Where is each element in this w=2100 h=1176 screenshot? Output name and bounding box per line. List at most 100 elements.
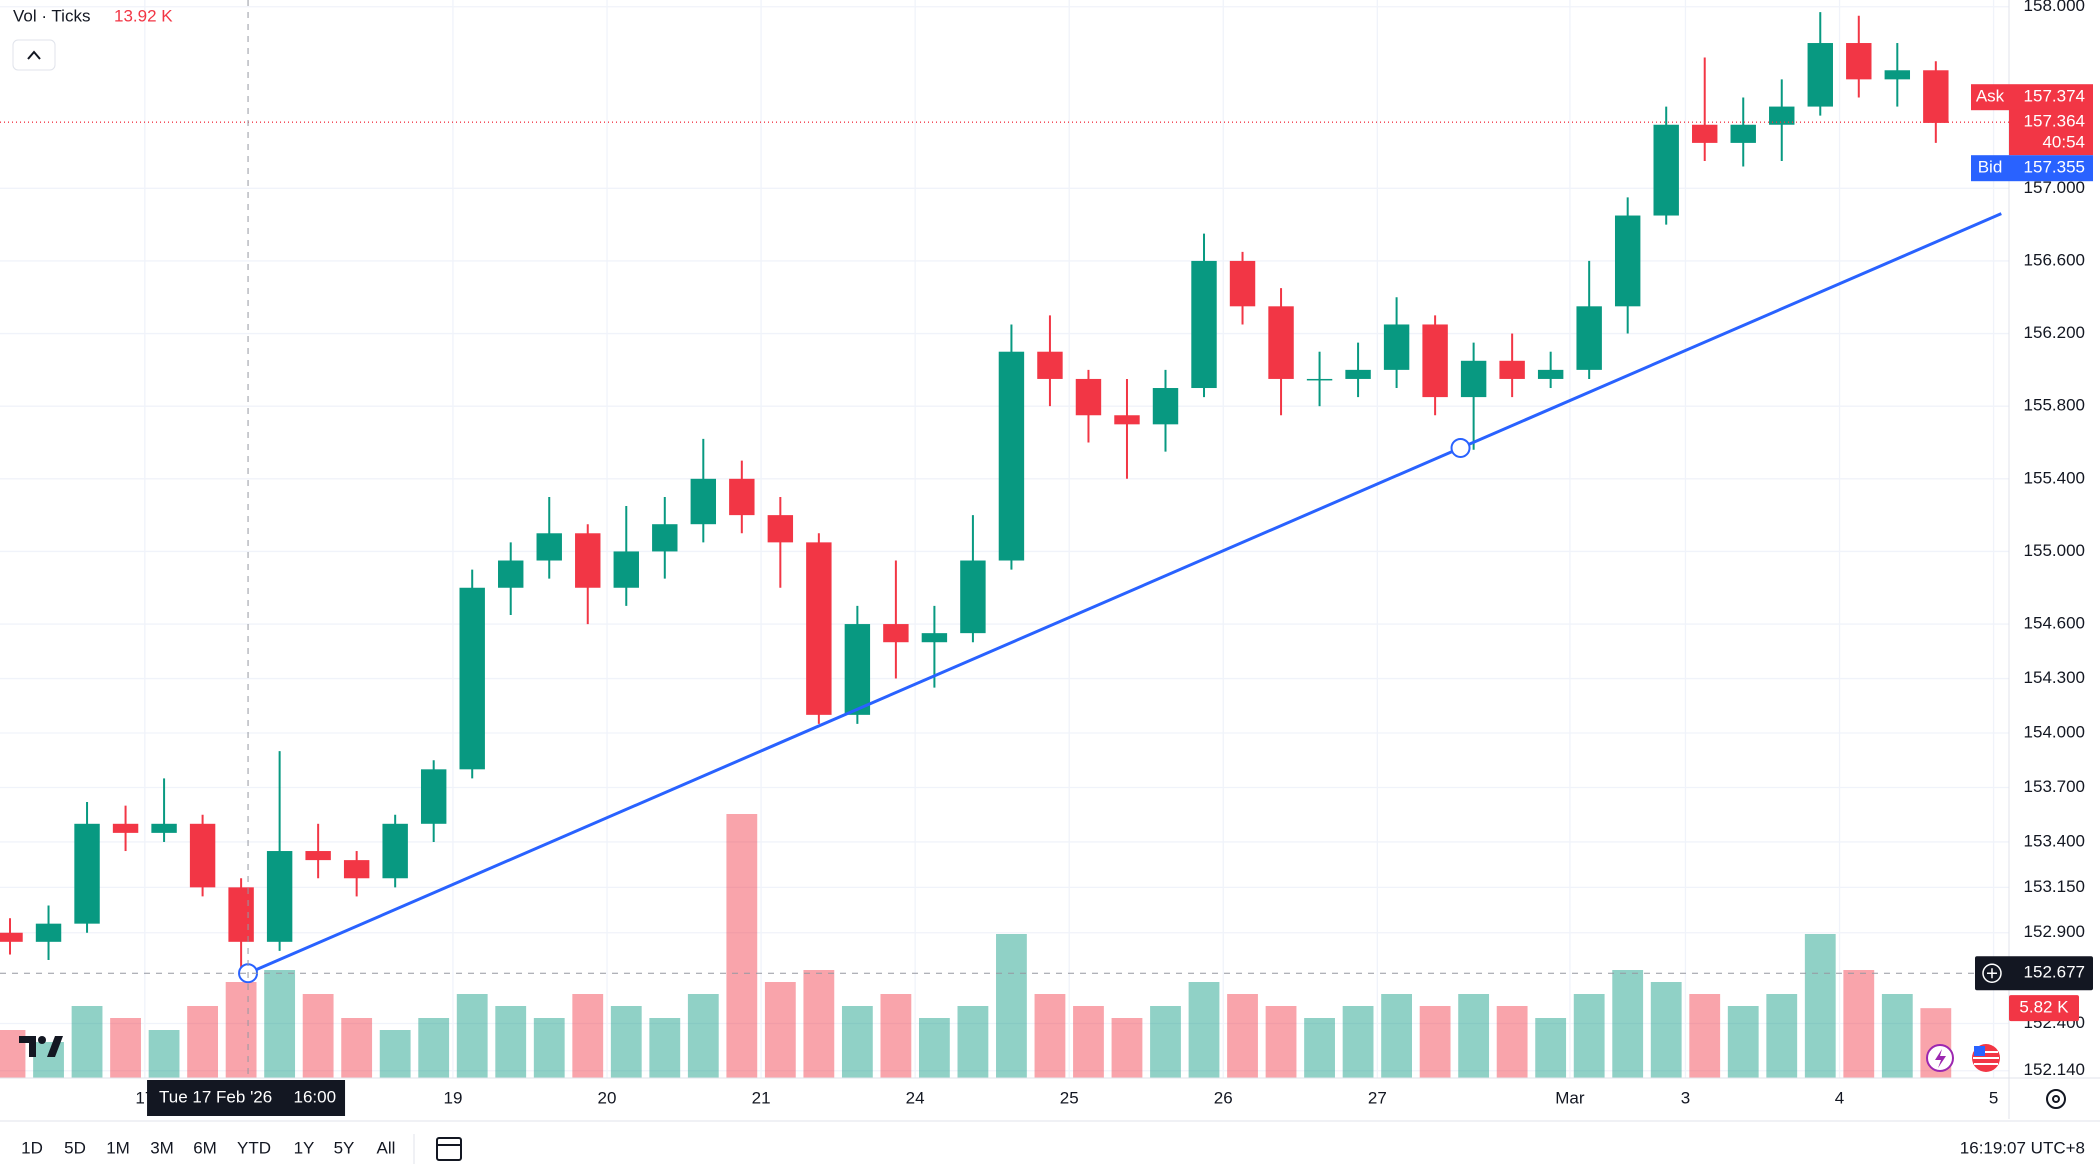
candle-body <box>613 551 639 588</box>
crosshair-plus-icon[interactable] <box>1987 968 1997 979</box>
candle-body <box>1422 324 1448 398</box>
candle-body <box>1653 124 1679 216</box>
x-tick-label: 24 <box>906 1088 925 1107</box>
range-button[interactable]: 6M <box>193 1138 217 1157</box>
overlays: 5.82 K Tue 17 Feb '26 16:00 152.677 Ask 157.3… <box>0 0 2093 1116</box>
candle-body <box>960 560 986 634</box>
volume-last-label: 5.82 K <box>2019 998 2069 1017</box>
candle-body <box>459 587 485 770</box>
candle-body <box>1268 306 1294 379</box>
volume-bar <box>841 1006 873 1078</box>
trendline-anchor[interactable] <box>1450 437 1471 458</box>
x-tick-label: 5 <box>1989 1088 1998 1107</box>
volume-bar <box>1573 994 1605 1078</box>
volume-bar <box>418 1018 450 1078</box>
logo <box>19 1036 63 1057</box>
candle-body <box>767 515 794 543</box>
candle-body <box>498 560 524 588</box>
volume-bar <box>1342 1006 1374 1078</box>
range-toolbar: 1D 5D 1M 3M 6M YTD 1Y 5Y All <box>21 1138 395 1157</box>
range-button[interactable]: 3M <box>150 1138 174 1157</box>
ask-price: 157.374 <box>2024 87 2085 106</box>
collapse-icon[interactable] <box>27 50 41 60</box>
clock: 16:19:07 UTC+8 <box>1960 1138 2085 1157</box>
volume-bar <box>764 982 796 1078</box>
volume-bar <box>302 994 334 1078</box>
volume-bar <box>1612 970 1644 1078</box>
y-tick-label: 156.200 <box>2024 323 2085 342</box>
collapse-button[interactable] <box>12 39 56 71</box>
candle-body <box>1730 124 1756 143</box>
candle-body <box>1345 369 1371 379</box>
candle-body <box>1692 124 1718 143</box>
candle-body <box>343 860 370 879</box>
flag-canton[interactable] <box>1974 1046 1985 1056</box>
volume-bar <box>572 994 604 1078</box>
y-tick-label: 156.600 <box>2024 250 2085 269</box>
candle-body <box>266 851 293 942</box>
range-button[interactable]: 1Y <box>294 1138 315 1157</box>
volume-bar <box>610 1006 642 1078</box>
settings-icon[interactable] <box>2046 1089 2066 1109</box>
calendar-icon[interactable] <box>436 1137 462 1161</box>
volume-bar <box>1381 994 1413 1078</box>
currency-flag[interactable] <box>1972 1044 2000 1072</box>
range-button[interactable]: YTD <box>237 1138 271 1157</box>
date-range-button[interactable] <box>436 1137 462 1161</box>
volume-bar <box>148 1030 180 1078</box>
settings-button[interactable] <box>2046 1089 2066 1109</box>
volume-bar <box>71 1006 103 1078</box>
volume-bar <box>495 1006 527 1078</box>
bid-box <box>2009 155 2093 182</box>
candle-body <box>883 624 909 643</box>
y-tick-label: 152.900 <box>2024 922 2085 941</box>
x-tick-label: 21 <box>752 1088 771 1107</box>
y-tick-label: 154.300 <box>2024 668 2085 687</box>
crosshair-date: Tue 17 Feb '26 <box>159 1087 272 1106</box>
last-price-box <box>2009 109 2093 156</box>
range-button[interactable]: All <box>377 1138 396 1157</box>
trendline[interactable] <box>247 212 2002 975</box>
x-tick-label: 3 <box>1681 1088 1690 1107</box>
candle-body <box>1152 388 1179 425</box>
candle-body <box>1769 106 1795 125</box>
collapse-button-frame[interactable] <box>12 39 56 71</box>
range-button[interactable]: 5D <box>64 1138 86 1157</box>
candle-body <box>74 823 100 924</box>
volume-pane <box>0 814 1952 1078</box>
candle-body <box>1383 324 1410 370</box>
y-tick-label: 155.400 <box>2024 468 2085 487</box>
volume-bar <box>1227 994 1258 1078</box>
bid-tag-label: Bid <box>1978 158 2003 177</box>
settings-icon-center[interactable] <box>2052 1095 2060 1103</box>
volume-bar <box>1188 982 1220 1078</box>
y-tick-label: 154.000 <box>2024 722 2085 741</box>
grid <box>0 0 2009 1078</box>
crosshair-plus-icon[interactable] <box>1982 963 2002 983</box>
volume-bar <box>1111 1018 1143 1078</box>
candle-body <box>305 851 331 861</box>
lightning-icon[interactable] <box>1935 1049 1946 1068</box>
x-tick-label: 25 <box>1060 1088 1079 1107</box>
volume-bar <box>1458 994 1490 1078</box>
range-button[interactable]: 5Y <box>334 1138 355 1157</box>
volume-bar <box>996 934 1027 1078</box>
volume-legend-value: 13.92 K <box>114 6 173 25</box>
candle-body <box>151 823 177 833</box>
lightning-button[interactable] <box>1926 1044 1954 1072</box>
volume-bar <box>1689 994 1721 1078</box>
candle-body <box>729 478 755 516</box>
x-tick-label: Mar <box>1555 1088 1585 1107</box>
price-pane <box>0 12 1949 973</box>
range-button[interactable]: 1M <box>106 1138 130 1157</box>
range-button[interactable]: 1D <box>21 1138 43 1157</box>
ask-tag <box>1971 84 2009 111</box>
candle-body <box>1460 360 1487 398</box>
volume-bar <box>1535 1018 1567 1078</box>
candle-body <box>35 923 62 942</box>
volume-bar <box>1843 970 1875 1078</box>
volume-bar <box>1496 1006 1528 1078</box>
candle-body <box>1923 70 1949 123</box>
